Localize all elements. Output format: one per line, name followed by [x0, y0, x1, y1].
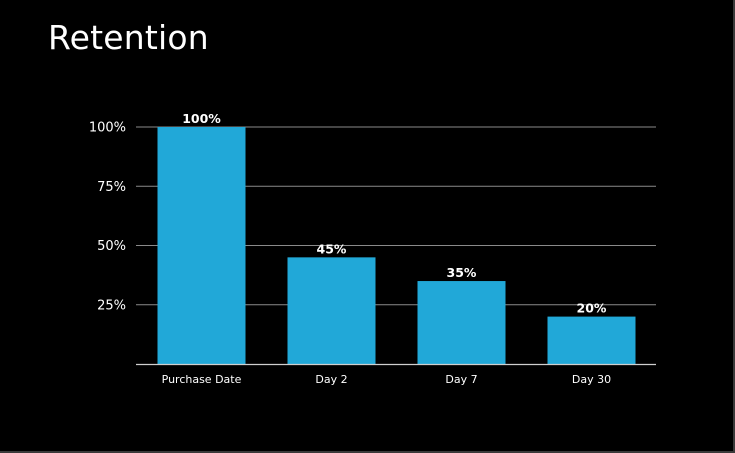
data-label: 35%: [447, 265, 477, 280]
y-tick-label: 25%: [97, 298, 126, 313]
data-label: 100%: [182, 111, 221, 126]
bar: [287, 257, 376, 364]
x-tick-label: Day 7: [445, 373, 477, 386]
x-tick-label: Day 30: [572, 373, 611, 386]
bar: [157, 127, 246, 364]
x-tick-label: Purchase Date: [162, 373, 242, 386]
data-label: 45%: [317, 241, 347, 256]
page-title: Retention: [48, 18, 209, 57]
y-tick-label: 75%: [97, 180, 126, 195]
bar: [417, 281, 506, 364]
bar: [547, 316, 636, 364]
x-tick-label: Day 2: [315, 373, 347, 386]
y-tick-label: 100%: [89, 121, 126, 136]
y-tick-label: 50%: [97, 239, 126, 254]
data-label: 20%: [577, 301, 607, 316]
